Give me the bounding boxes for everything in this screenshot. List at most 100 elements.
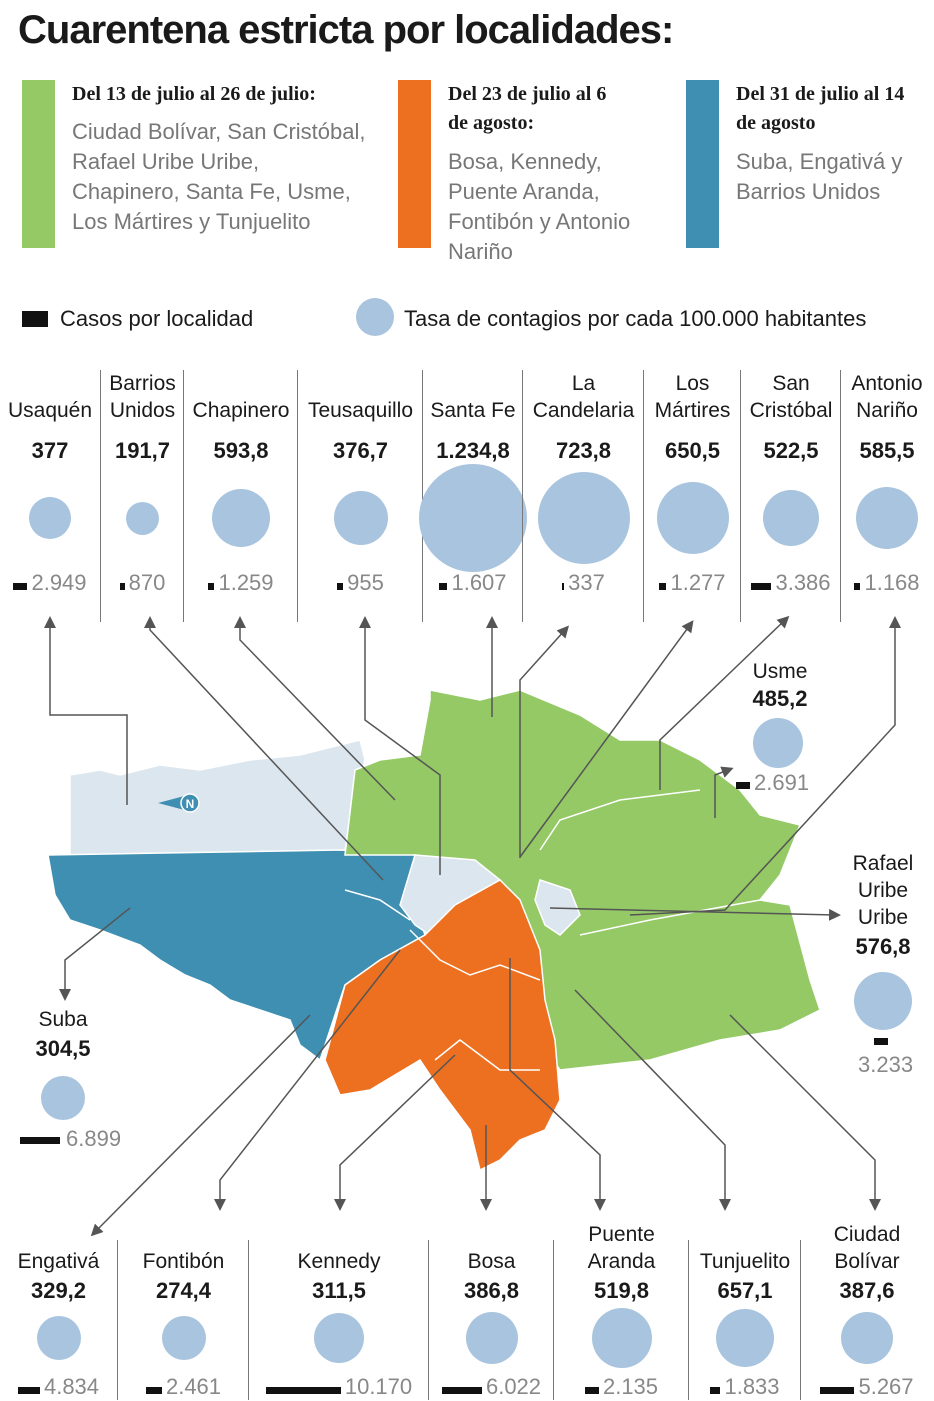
- legend-rate-swatch: [356, 298, 394, 336]
- top-locality-7: San Cristóbal 522,5 3.386: [740, 370, 841, 622]
- cases-bar: [659, 582, 667, 590]
- cases-count: 337: [568, 570, 605, 595]
- cases-count: 1.259: [218, 570, 274, 595]
- period-1-date: Del 13 de julio al 26 de julio:: [72, 83, 316, 105]
- cases-count: 10.170: [344, 1374, 413, 1399]
- locality-rate: 376,7: [332, 438, 389, 463]
- cases-group: 2.949: [0, 570, 100, 596]
- legend-rate-label: Tasa de contagios por cada 100.000 habit…: [404, 306, 867, 331]
- top-locality-4: Santa Fe 1.234,8 1.607: [419, 370, 527, 622]
- cases-count: 4.834: [43, 1374, 100, 1399]
- rafael-name: Rafael Uribe Uribe: [852, 852, 914, 929]
- cases-bar: [820, 1386, 855, 1394]
- locality-name: Usaquén: [7, 399, 93, 422]
- cases-count: 2.135: [602, 1374, 659, 1399]
- suba-cases: 6.899: [66, 1126, 122, 1151]
- rate-circle: [763, 490, 819, 546]
- cases-count: 870: [128, 570, 166, 595]
- cases-bar: [337, 582, 344, 590]
- top-locality-8: Antonio Nariño 585,5 1.168: [840, 370, 933, 622]
- cases-bar: [265, 1386, 341, 1394]
- rate-circle: [29, 497, 71, 539]
- rate-circle: [465, 1312, 518, 1364]
- top-locality-2: Chapinero 593,8 1.259: [183, 370, 298, 622]
- period-1-body: Ciudad Bolívar, San Cristóbal, Rafael Ur…: [72, 119, 366, 234]
- bottom-locality-2: Kennedy 311,5 10.170: [248, 1240, 429, 1400]
- locality-name: Fontibón: [142, 1250, 225, 1273]
- cases-bar: [751, 582, 772, 590]
- cases-count: 1.168: [864, 570, 920, 595]
- rate-circle: [212, 489, 270, 547]
- locality-rate: 522,5: [763, 438, 819, 463]
- period-3-date: Del 31 de julio al 14 de agosto: [736, 83, 905, 134]
- cases-group: 10.170: [249, 1374, 429, 1400]
- cases-group: 1.833: [689, 1374, 801, 1400]
- period-blue-bar: [686, 80, 719, 248]
- suba-rate-circle: [41, 1076, 85, 1120]
- rate-circle: [314, 1313, 364, 1363]
- cases-count: 1.607: [451, 570, 507, 595]
- cases-bar: [145, 1386, 162, 1394]
- cases-group: 5.267: [801, 1374, 933, 1400]
- cases-bar: [584, 1386, 599, 1394]
- suba-rate: 304,5: [35, 1036, 91, 1061]
- locality-name: Puente Aranda: [587, 1223, 656, 1273]
- bottom-locality-1: Fontibón 274,4 2.461: [117, 1240, 249, 1400]
- cases-bar: [854, 582, 861, 590]
- locality-name: Kennedy: [297, 1250, 381, 1273]
- locality-name: Tunjuelito: [699, 1250, 791, 1273]
- cases-bar: [13, 582, 28, 590]
- cases-group: 3.386: [741, 570, 841, 596]
- cases-bar: [119, 582, 125, 590]
- locality-name: Antonio Nariño: [851, 372, 923, 422]
- locality-rate: 519,8: [593, 1278, 650, 1303]
- rafael-rate: 576,8: [855, 934, 911, 959]
- bottom-locality-4: Puente Aranda 519,8 2.135: [553, 1223, 689, 1400]
- locality-rate: 723,8: [555, 438, 612, 463]
- top-locality-3: Teusaquillo 376,7 955: [297, 370, 423, 622]
- cases-group: 2.461: [118, 1374, 249, 1400]
- rate-circle: [161, 1316, 206, 1360]
- cases-bar: [562, 582, 565, 590]
- locality-rate: 377: [31, 438, 69, 463]
- cases-group: 1.277: [644, 570, 741, 596]
- locality-name: San Cristóbal: [749, 372, 833, 422]
- page-title: Cuarentena estricta por localidades:: [18, 8, 674, 52]
- cases-bar: [439, 582, 448, 590]
- rate-circle: [591, 1308, 652, 1368]
- rate-circle: [419, 464, 527, 572]
- usme-cases: 2.691: [754, 770, 810, 795]
- cases-count: 2.461: [165, 1374, 222, 1399]
- locality-rate: 191,7: [114, 438, 171, 463]
- cases-group: 870: [101, 570, 184, 596]
- period-orange-bar: [398, 80, 431, 248]
- locality-name: Teusaquillo: [307, 399, 414, 422]
- top-locality-0: Usaquén 377 2.949: [0, 370, 100, 622]
- rate-circle: [716, 1309, 774, 1367]
- period-2-body: Bosa, Kennedy, Puente Aranda, Fontibón y…: [448, 149, 631, 264]
- bottom-locality-3: Bosa 386,8 6.022: [428, 1240, 554, 1400]
- suba-name: Suba: [38, 1008, 88, 1031]
- cases-group: 955: [298, 570, 423, 596]
- legend-cases-swatch: [22, 311, 48, 327]
- legend-cases-label: Casos por localidad: [60, 306, 254, 331]
- cases-group: 6.022: [429, 1374, 554, 1400]
- locality-rate: 386,8: [463, 1278, 520, 1303]
- cases-bar: [17, 1386, 40, 1394]
- top-locality-6: Los Mártires 650,5 1.277: [643, 370, 741, 622]
- locality-name: Bosa: [467, 1250, 516, 1273]
- locality-rate: 585,5: [859, 438, 915, 463]
- rate-circle: [537, 472, 630, 564]
- usme-rate-circle: [753, 718, 803, 768]
- cases-count: 3.386: [775, 570, 831, 595]
- locality-name: Barrios Unidos: [109, 372, 176, 422]
- top-locality-1: Barrios Unidos 191,7 870: [100, 370, 184, 622]
- locality-rate: 274,4: [155, 1278, 212, 1303]
- cases-group: 1.607: [423, 570, 523, 596]
- locality-rate: 387,6: [839, 1278, 895, 1303]
- bottom-locality-6: Ciudad Bolívar 387,6 5.267: [800, 1223, 933, 1400]
- cases-count: 955: [347, 570, 384, 595]
- compass-icon: N: [158, 793, 200, 813]
- period-3-body: Suba, Engativá y Barrios Unidos: [736, 149, 903, 204]
